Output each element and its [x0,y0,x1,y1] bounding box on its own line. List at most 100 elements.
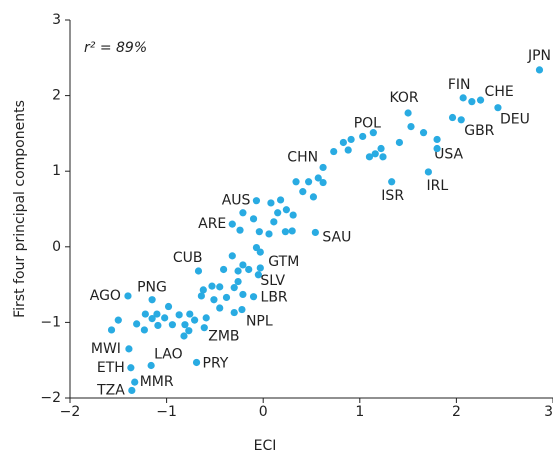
point [200,324,208,332]
point-label: MWI [91,341,121,357]
point [234,277,242,286]
point [141,310,149,318]
point [289,211,297,219]
point [125,345,133,353]
point [476,96,485,104]
point [282,206,290,214]
point [305,178,313,186]
point-label: AGO [90,288,121,304]
point-label: CHN [287,149,318,165]
point [230,308,238,317]
point [359,132,367,141]
point [239,290,247,299]
point-label: PNG [137,280,167,296]
point-label: POL [354,115,381,131]
point [254,271,262,279]
point [311,228,319,237]
point [180,332,188,340]
point [140,326,148,334]
point [148,296,156,304]
x-tick-label: −1 [156,404,177,420]
point [457,116,465,124]
point-label: TZA [96,382,125,398]
point [252,197,261,205]
y-tick-label: 3 [52,12,61,28]
point [404,109,412,117]
point [459,94,467,102]
point [210,296,218,304]
point [239,209,247,217]
point [168,321,176,329]
point [448,113,457,122]
point-label: AUS [222,193,251,209]
point [339,138,347,147]
y-tick-label: 0 [52,239,61,255]
point-label: IRL [427,178,449,194]
point [114,316,122,324]
point-label: CHE [485,84,514,100]
point [234,267,242,275]
point [319,178,327,187]
point-label: GBR [464,123,494,139]
point [369,129,377,137]
point [181,321,189,329]
point-label: GTM [268,254,299,270]
x-tick-label: 0 [259,404,268,420]
point-label: NPL [246,314,273,330]
point [344,146,352,154]
point [256,264,264,272]
point-label: PRY [203,355,229,371]
point [185,327,193,335]
point [175,311,183,319]
y-tick-label: 2 [52,88,61,104]
point [133,320,141,328]
point [395,138,404,147]
point [249,293,258,301]
point [191,316,199,324]
point [239,261,247,269]
point-label: ETH [97,360,125,376]
y-axis-label: First four principal components [12,100,28,318]
x-tick-label: 1 [355,404,364,420]
point-label: FIN [448,77,471,93]
point [270,218,278,226]
point-label: ISR [381,188,404,204]
point [330,147,338,156]
point [299,188,307,196]
point [433,135,441,144]
point-label: USA [434,146,463,162]
point [267,199,275,207]
point [288,227,296,235]
point [468,98,476,106]
point [319,163,327,172]
point-label: KOR [390,90,419,106]
point [228,252,236,260]
point [238,305,246,314]
point [407,122,415,131]
point [131,378,139,386]
point [216,304,224,312]
point [274,209,282,217]
point [230,284,238,292]
annotation: r² = 89% [84,40,147,56]
point [388,178,396,186]
point [379,153,387,161]
x-axis-label: ECI [254,438,277,454]
point [236,226,244,234]
point [216,283,224,291]
x-tick-label: 3 [544,404,553,420]
point [228,220,236,228]
point-label: SLV [260,273,285,289]
point-label: SAU [322,229,351,245]
point [245,265,253,274]
y-tick-label: 1 [52,163,61,179]
point [154,321,162,330]
point [265,230,273,238]
point [128,386,136,395]
point [314,174,322,182]
point [377,144,385,153]
point [164,302,173,311]
point [309,193,318,201]
point [208,282,216,290]
